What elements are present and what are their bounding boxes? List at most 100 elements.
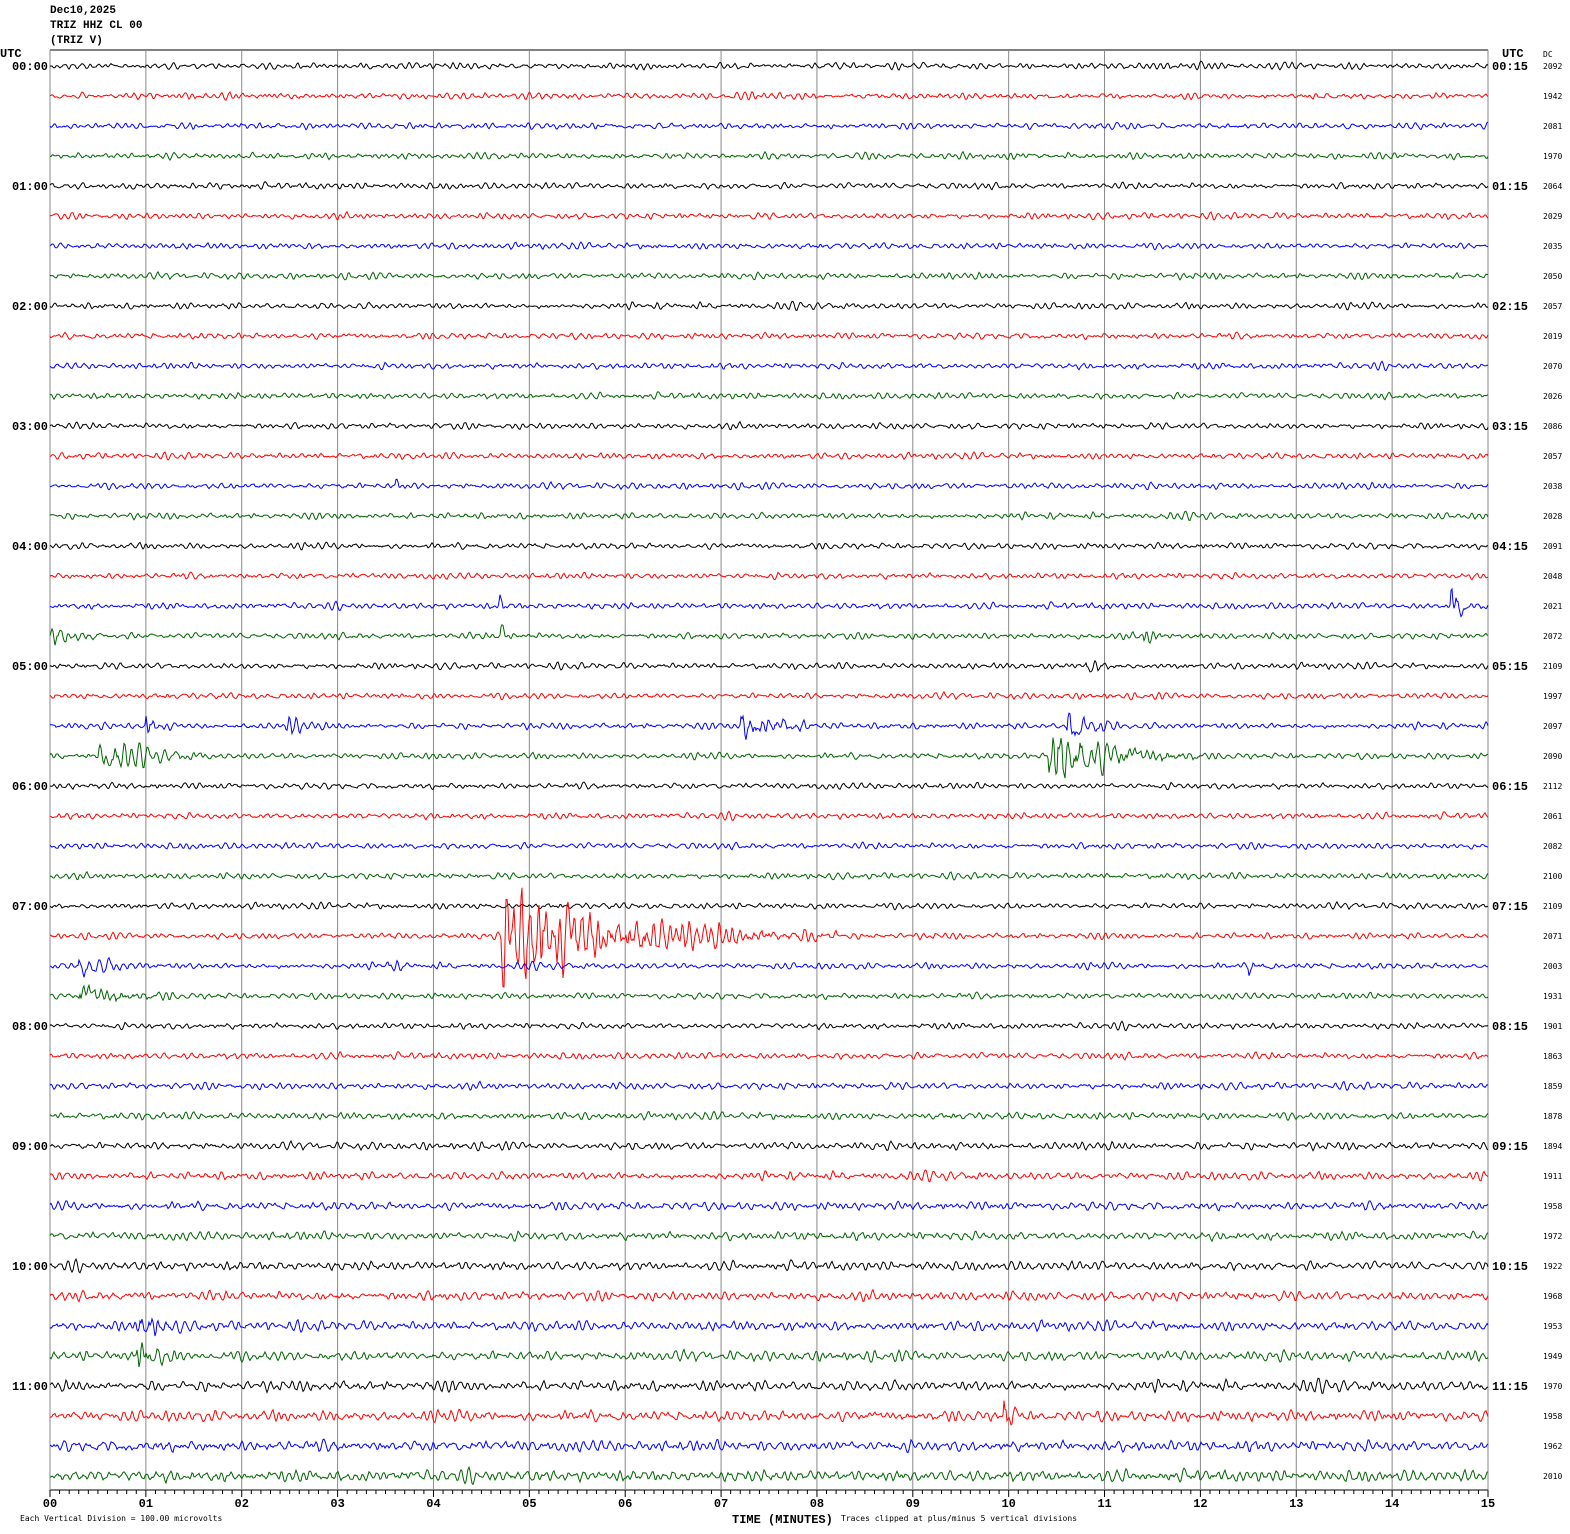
trace-line	[49, 1050, 1489, 1061]
dc-value: 1859	[1543, 1082, 1562, 1091]
dc-value: 2028	[1543, 512, 1562, 521]
dc-value: 1922	[1543, 1262, 1562, 1271]
right-time-label: 05:15	[1492, 660, 1528, 674]
dc-value: 2086	[1543, 422, 1562, 431]
dc-value: 1970	[1543, 152, 1562, 161]
dc-value: 1911	[1543, 1172, 1562, 1181]
trace-line	[49, 1400, 1489, 1426]
minute-grid	[49, 49, 1489, 1497]
traces	[49, 60, 1489, 1486]
trace-line	[49, 1230, 1489, 1243]
dc-value: 2061	[1543, 812, 1562, 821]
trace-line	[49, 1342, 1489, 1367]
x-tick-label: 01	[139, 1497, 153, 1511]
dc-value: 2026	[1543, 392, 1562, 401]
x-tick-label: 05	[522, 1497, 536, 1511]
dc-value: 2029	[1543, 212, 1562, 221]
dc-value: 2048	[1543, 572, 1562, 581]
trace-line	[49, 810, 1489, 822]
dc-value: 1958	[1543, 1202, 1562, 1211]
dc-value: 1958	[1543, 1412, 1562, 1421]
x-tick-label: 11	[1097, 1497, 1111, 1511]
dc-value: 1970	[1543, 1382, 1562, 1391]
dc-value: 1949	[1543, 1352, 1562, 1361]
dc-value: 2010	[1543, 1472, 1562, 1481]
x-tick-label: 03	[330, 1497, 344, 1511]
dc-value: 2097	[1543, 722, 1562, 731]
trace-line	[49, 210, 1489, 221]
date-label: Dec10,2025	[50, 5, 117, 17]
trace-line	[49, 91, 1489, 101]
right-time-label: 04:15	[1492, 540, 1528, 554]
trace-line	[49, 270, 1488, 281]
left-time-label: 10:00	[12, 1260, 48, 1274]
station-label: TRIZ HHZ CL 00	[50, 20, 143, 32]
dc-value: 2057	[1543, 302, 1562, 311]
dc-value: 1863	[1543, 1052, 1562, 1061]
trace-line	[49, 841, 1489, 851]
left-time-label: 01:00	[12, 180, 48, 194]
dc-value: 1953	[1543, 1322, 1562, 1331]
dc-value: 2092	[1543, 62, 1562, 71]
dc-value: 2090	[1543, 752, 1562, 761]
dc-value: 2050	[1543, 272, 1562, 281]
trace-line	[49, 60, 1489, 71]
trace-line	[49, 900, 1489, 911]
left-time-label: 07:00	[12, 900, 48, 914]
x-tick-label: 02	[235, 1497, 249, 1511]
trace-line	[49, 451, 1489, 461]
axis-labels: UTC UTC DC TIME (MINUTES) Each Vertical …	[0, 47, 1562, 1527]
dc-value: 2035	[1543, 242, 1562, 251]
x-tick-label: 15	[1481, 1497, 1495, 1511]
dc-value: 2091	[1543, 542, 1562, 551]
dc-value: 2057	[1543, 452, 1562, 461]
right-time-label: 03:15	[1492, 420, 1528, 434]
trace-line	[49, 690, 1489, 701]
trace-line	[49, 956, 1489, 978]
right-time-label: 09:15	[1492, 1140, 1528, 1154]
trace-line	[49, 659, 1489, 673]
trace-line	[49, 331, 1489, 341]
trace-line	[49, 1317, 1489, 1337]
trace-line	[49, 737, 1488, 779]
left-time-label: 02:00	[12, 300, 48, 314]
network-label: (TRIZ V)	[50, 35, 103, 47]
x-tick-label: 12	[1193, 1497, 1207, 1511]
clip-note: Traces clipped at plus/minus 5 vertical …	[841, 1514, 1077, 1523]
x-tick-label: 04	[426, 1497, 440, 1511]
left-time-label: 11:00	[12, 1380, 48, 1394]
trace-line	[49, 1080, 1489, 1092]
x-tick-label: 10	[1001, 1497, 1015, 1511]
dc-value: 2082	[1543, 842, 1562, 851]
left-time-label: 04:00	[12, 540, 48, 554]
dc-value: 2003	[1543, 962, 1562, 971]
trace-line	[49, 360, 1489, 372]
dc-value: 2070	[1543, 362, 1562, 371]
left-time-label: 05:00	[12, 660, 48, 674]
right-time-label: 08:15	[1492, 1020, 1528, 1034]
left-time-label: 03:00	[12, 420, 48, 434]
dc-value: 1962	[1543, 1442, 1562, 1451]
x-tick-label: 00	[43, 1497, 57, 1511]
trace-line	[49, 391, 1489, 401]
x-tick-label: 09	[906, 1497, 920, 1511]
right-time-label: 00:15	[1492, 60, 1528, 74]
dc-value: 1972	[1543, 1232, 1562, 1241]
trace-line	[49, 300, 1489, 311]
left-time-label: 06:00	[12, 780, 48, 794]
dc-value: 2100	[1543, 872, 1562, 881]
trace-line	[49, 712, 1489, 740]
trace-line	[49, 510, 1489, 521]
trace-line	[49, 1110, 1489, 1122]
right-time-label: 01:15	[1492, 180, 1528, 194]
trace-line	[49, 870, 1489, 881]
trace-line	[49, 241, 1489, 251]
trace-line	[49, 1020, 1489, 1032]
right-time-label: 11:15	[1492, 1380, 1528, 1394]
dc-value: 2072	[1543, 632, 1562, 641]
trace-line	[49, 541, 1489, 551]
scale-note: Each Vertical Division = 100.00 microvol…	[20, 1514, 222, 1523]
x-tick-label: 08	[810, 1497, 824, 1511]
trace-line	[49, 887, 1489, 988]
